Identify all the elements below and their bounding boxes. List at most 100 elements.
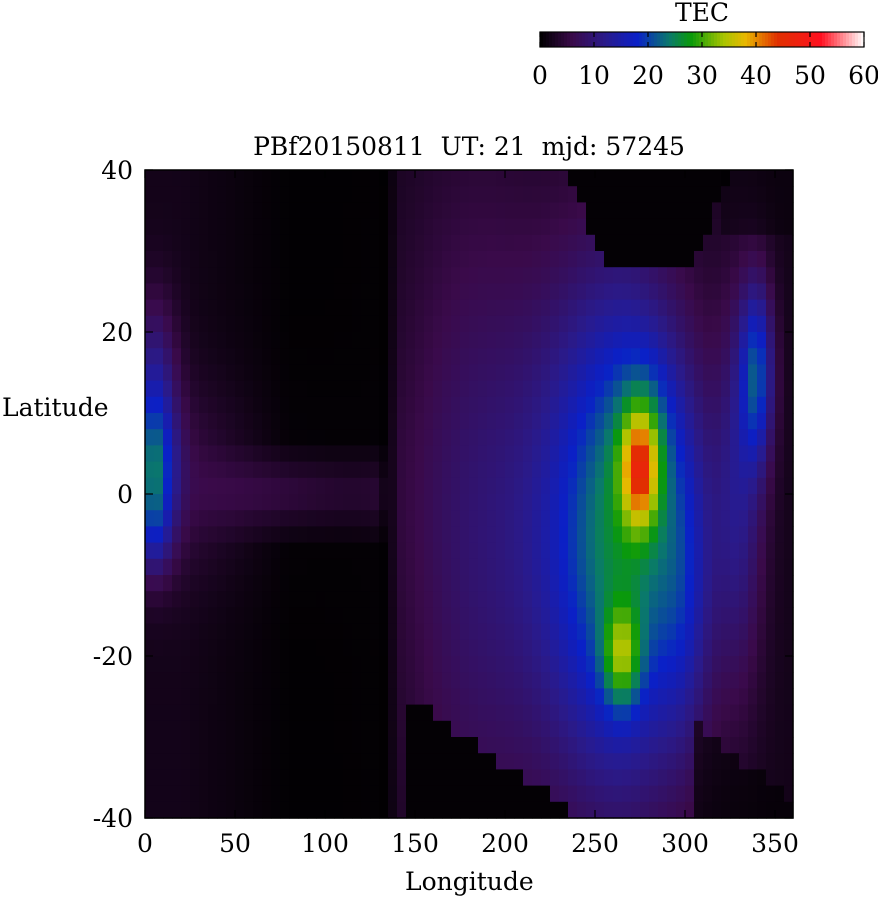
heatmap-cell xyxy=(766,494,776,511)
heatmap-cell xyxy=(748,656,758,673)
heatmap-cell xyxy=(676,672,686,689)
heatmap-cell xyxy=(721,267,731,284)
heatmap-cell xyxy=(604,186,614,203)
colorbar-swatch xyxy=(843,32,847,47)
heatmap-cell xyxy=(361,510,371,527)
heatmap-cell xyxy=(298,267,308,284)
heatmap-cell xyxy=(694,753,704,770)
heatmap-cell xyxy=(478,801,488,819)
heatmap-cell xyxy=(244,769,254,787)
colorbar-swatch xyxy=(771,32,775,47)
heatmap-cell xyxy=(424,688,434,706)
heatmap-cell xyxy=(766,704,776,722)
heatmap-cell xyxy=(559,380,569,398)
heatmap-cell xyxy=(460,656,470,673)
heatmap-cell xyxy=(298,704,308,722)
heatmap-cell xyxy=(154,575,164,592)
heatmap-cell xyxy=(343,785,353,803)
heatmap-cell xyxy=(667,202,677,220)
heatmap-cell xyxy=(280,704,290,722)
heatmap-cell xyxy=(442,656,452,673)
heatmap-cell xyxy=(658,672,668,689)
heatmap-cell xyxy=(577,186,587,203)
colorbar-swatch xyxy=(759,32,763,47)
heatmap-cell xyxy=(640,332,650,349)
heatmap-cell xyxy=(271,477,281,495)
heatmap-cell xyxy=(172,315,182,333)
heatmap-cell xyxy=(730,429,740,446)
heatmap-cell xyxy=(658,558,668,576)
heatmap-cell xyxy=(199,186,209,203)
heatmap-cell xyxy=(640,396,650,414)
heatmap-cell xyxy=(388,607,398,625)
heatmap-cell xyxy=(154,234,164,252)
heatmap-cell xyxy=(316,396,326,414)
heatmap-cell xyxy=(613,688,623,706)
heatmap-cell xyxy=(721,753,731,770)
heatmap-cell xyxy=(217,575,227,592)
heatmap-cell xyxy=(307,218,317,236)
heatmap-cell xyxy=(217,315,227,333)
heatmap-cell xyxy=(703,283,713,301)
heatmap-cell xyxy=(649,251,659,268)
heatmap-cell xyxy=(217,429,227,446)
heatmap-cell xyxy=(703,526,713,544)
heatmap-cell xyxy=(325,332,335,349)
heatmap-cell xyxy=(703,801,713,819)
colorbar-swatch xyxy=(846,32,850,47)
heatmap-cell xyxy=(370,299,380,317)
heatmap-cell xyxy=(433,769,443,787)
heatmap-cell xyxy=(721,785,731,803)
heatmap-cell xyxy=(496,315,506,333)
heatmap-cell xyxy=(388,380,398,398)
colorbar-swatch xyxy=(585,32,589,47)
heatmap-cell xyxy=(766,542,776,560)
heatmap-cell xyxy=(442,542,452,560)
heatmap-cell xyxy=(163,672,173,689)
heatmap-cell xyxy=(460,461,470,479)
heatmap-cell xyxy=(298,380,308,398)
heatmap-cell xyxy=(649,202,659,220)
heatmap-cell xyxy=(406,283,416,301)
heatmap-cell xyxy=(352,234,362,252)
heatmap-cell xyxy=(217,299,227,317)
heatmap-cell xyxy=(748,672,758,689)
heatmap-cell xyxy=(595,510,605,527)
heatmap-cell xyxy=(649,672,659,689)
y-tick-label: -20 xyxy=(93,642,133,671)
heatmap-cell xyxy=(640,364,650,382)
heatmap-cell xyxy=(244,299,254,317)
heatmap-cell xyxy=(199,251,209,268)
heatmap-cell xyxy=(244,477,254,495)
heatmap-cell xyxy=(424,672,434,689)
heatmap-cell xyxy=(316,542,326,560)
heatmap-cell xyxy=(694,494,704,511)
heatmap-cell xyxy=(568,461,578,479)
heatmap-cell xyxy=(505,623,515,641)
heatmap-cell xyxy=(775,672,785,689)
heatmap-cell xyxy=(397,542,407,560)
heatmap-cell xyxy=(478,623,488,641)
heatmap-cell xyxy=(262,575,272,592)
heatmap-cell xyxy=(586,737,596,754)
heatmap-cell xyxy=(496,801,506,819)
heatmap-cell xyxy=(523,526,533,544)
heatmap-cell xyxy=(685,704,695,722)
heatmap-cell xyxy=(352,542,362,560)
heatmap-cell xyxy=(244,623,254,641)
heatmap-cell xyxy=(235,672,245,689)
heatmap-cell xyxy=(784,364,794,382)
heatmap-cell xyxy=(280,494,290,511)
heatmap-cell xyxy=(424,656,434,673)
heatmap-cell xyxy=(568,283,578,301)
heatmap-cell xyxy=(730,672,740,689)
heatmap-cell xyxy=(217,461,227,479)
heatmap-cell xyxy=(451,672,461,689)
heatmap-cell xyxy=(478,348,488,365)
heatmap-cell xyxy=(181,720,191,738)
heatmap-cell xyxy=(244,720,254,738)
heatmap-cell xyxy=(433,753,443,770)
heatmap-cell xyxy=(541,170,551,187)
heatmap-cell xyxy=(361,704,371,722)
heatmap-cell xyxy=(235,186,245,203)
